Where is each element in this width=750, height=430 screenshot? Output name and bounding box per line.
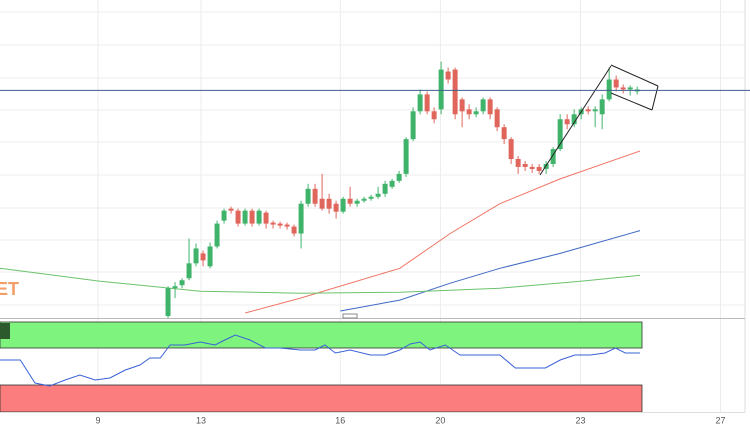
candle-body (424, 94, 430, 112)
candle-body (200, 253, 206, 261)
candle-body (564, 119, 570, 125)
candle-body (382, 183, 388, 194)
candle-body (165, 288, 171, 317)
candle-body (403, 139, 409, 174)
candle-body (221, 210, 227, 221)
candle-body (417, 94, 423, 112)
candle-body (585, 109, 591, 112)
candle-body (494, 109, 500, 128)
candle-body (550, 149, 556, 164)
candle-body (277, 223, 283, 226)
candle-body (256, 210, 262, 224)
x-tick-label: 23 (575, 415, 585, 425)
candle-body (228, 208, 234, 211)
candle-body (508, 139, 514, 159)
candle-body (368, 196, 374, 199)
candle-body (361, 198, 367, 201)
candle-body (557, 119, 563, 150)
candle-body (207, 246, 213, 267)
x-tick-label: 9 (96, 415, 101, 425)
candle-body (333, 203, 339, 212)
candle-body (249, 210, 255, 224)
candle-body (536, 166, 542, 171)
x-tick-label: 16 (335, 415, 345, 425)
grid (0, 11, 745, 306)
candle-body (291, 226, 297, 234)
indicator-badge (0, 323, 10, 339)
candle-body (466, 109, 472, 115)
candle-body (193, 248, 199, 264)
candle-body (270, 222, 276, 225)
candle-body (529, 166, 535, 169)
candle-body (501, 127, 507, 140)
candle-body (263, 212, 269, 224)
candle-body (473, 111, 479, 115)
candle-body (431, 111, 437, 120)
candle-body (620, 87, 626, 90)
candle-body (389, 180, 395, 187)
candle-body (599, 99, 605, 115)
candle-body (515, 159, 521, 167)
candle-body (613, 79, 619, 88)
candle-body (438, 69, 444, 110)
candle-body (179, 280, 185, 286)
x-tick-label: 13 (196, 415, 206, 425)
moving-average (244, 150, 641, 314)
x-tick-label: 27 (715, 415, 725, 425)
candle-body (375, 193, 381, 197)
candle-body (186, 263, 192, 279)
candle-body (298, 203, 304, 234)
candle-body (284, 224, 290, 227)
candle-body (305, 188, 311, 204)
candle-body (340, 198, 346, 212)
candle-body (354, 200, 360, 204)
candle-body (452, 69, 458, 115)
candle-body (410, 111, 416, 140)
watermark: ET (0, 279, 19, 299)
candle-body (347, 198, 353, 204)
candle-body (459, 99, 465, 112)
candle-body (242, 210, 248, 224)
candle-body (480, 99, 486, 112)
candle-body (606, 79, 612, 100)
candle-body (522, 163, 528, 167)
candle-body (235, 210, 241, 224)
candle-body (326, 198, 332, 209)
candle-body (487, 99, 493, 115)
x-tick-label: 20 (435, 415, 445, 425)
oversold-band (0, 384, 643, 413)
candle-body (396, 173, 402, 181)
price-pane (0, 61, 641, 318)
moving-average (340, 230, 641, 312)
indicator-pane (0, 334, 640, 387)
candle-body (172, 286, 178, 289)
candle-body (214, 223, 220, 247)
candle-body (319, 198, 325, 209)
candle-body (445, 71, 451, 80)
pane-handle[interactable] (342, 313, 358, 319)
candle-body (312, 188, 318, 204)
overbought-band (0, 321, 643, 349)
candle-body (571, 114, 577, 125)
candle-body (627, 87, 633, 90)
candle-body (592, 109, 598, 112)
moving-average (0, 267, 641, 294)
indicator-line (0, 334, 640, 387)
